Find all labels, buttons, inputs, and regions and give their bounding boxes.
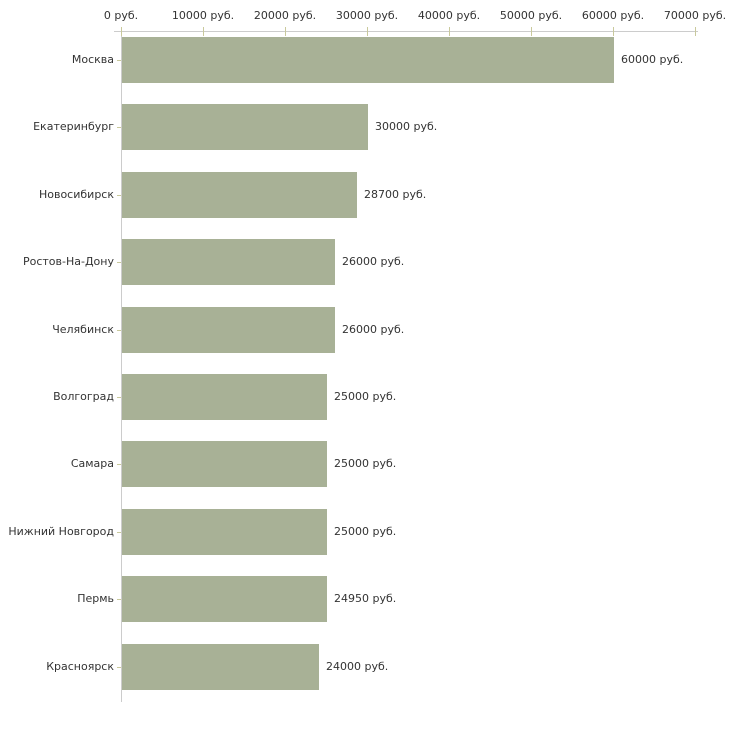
category-tick-mark	[117, 667, 121, 668]
bar	[122, 239, 335, 285]
bar	[122, 441, 327, 487]
value-label: 28700 руб.	[364, 187, 427, 201]
x-axis-tick-label: 10000 руб.	[171, 9, 235, 22]
value-label: 26000 руб.	[342, 255, 405, 269]
category-label: Ростов-На-Дону	[22, 255, 114, 269]
category-label: Москва	[71, 53, 114, 66]
value-label: 25000 руб.	[334, 457, 397, 471]
bar	[122, 509, 327, 555]
category-label: Нижний Новгород	[8, 524, 114, 538]
category-label: Самара	[70, 457, 114, 471]
value-label: 25000 руб.	[334, 524, 397, 538]
value-label: 30000 руб.	[375, 120, 438, 134]
x-axis-tick-mark	[285, 27, 286, 36]
category-tick-mark	[117, 262, 121, 263]
x-axis-tick-label: 60000 руб.	[581, 9, 645, 22]
category-tick-mark	[117, 127, 121, 128]
x-axis-tick-mark	[613, 27, 614, 36]
category-tick-mark	[117, 532, 121, 533]
y-axis-line	[121, 31, 122, 702]
category-tick-mark	[117, 464, 121, 465]
x-axis-line	[114, 31, 698, 32]
value-label: 24950 руб.	[334, 592, 397, 606]
category-label: Екатеринбург	[33, 120, 114, 134]
category-label: Красноярск	[46, 659, 114, 673]
x-axis-tick-label: 20000 руб.	[253, 9, 317, 22]
bar	[122, 576, 327, 622]
x-axis-tick-mark	[367, 27, 368, 36]
category-tick-mark	[117, 195, 121, 196]
x-axis-tick-mark	[449, 27, 450, 36]
x-axis-tick-label: 40000 руб.	[417, 9, 481, 22]
bar	[122, 172, 357, 218]
value-label: 60000 руб.	[621, 53, 684, 66]
x-axis-tick-label: 70000 руб.	[663, 9, 727, 22]
bar	[122, 374, 327, 420]
category-label: Новосибирск	[38, 187, 114, 201]
bar	[122, 37, 614, 83]
bar	[122, 104, 368, 150]
x-axis-tick-mark	[203, 27, 204, 36]
value-label: 26000 руб.	[342, 322, 405, 336]
category-tick-mark	[117, 599, 121, 600]
bar	[122, 307, 335, 353]
x-axis-tick-label: 30000 руб.	[335, 9, 399, 22]
value-label: 25000 руб.	[334, 390, 397, 403]
value-label: 24000 руб.	[326, 659, 389, 673]
category-tick-mark	[117, 60, 121, 61]
x-axis-tick-label: 0 руб.	[103, 9, 139, 22]
x-axis-tick-mark	[531, 27, 532, 36]
bar	[122, 644, 319, 690]
x-axis-tick-mark	[121, 27, 122, 36]
x-axis-tick-label: 50000 руб.	[499, 9, 563, 22]
category-label: Челябинск	[52, 322, 114, 336]
category-tick-mark	[117, 397, 121, 398]
category-label: Волгоград	[53, 390, 114, 403]
x-axis-tick-mark	[695, 27, 696, 36]
category-tick-mark	[117, 330, 121, 331]
category-label: Пермь	[77, 592, 114, 606]
